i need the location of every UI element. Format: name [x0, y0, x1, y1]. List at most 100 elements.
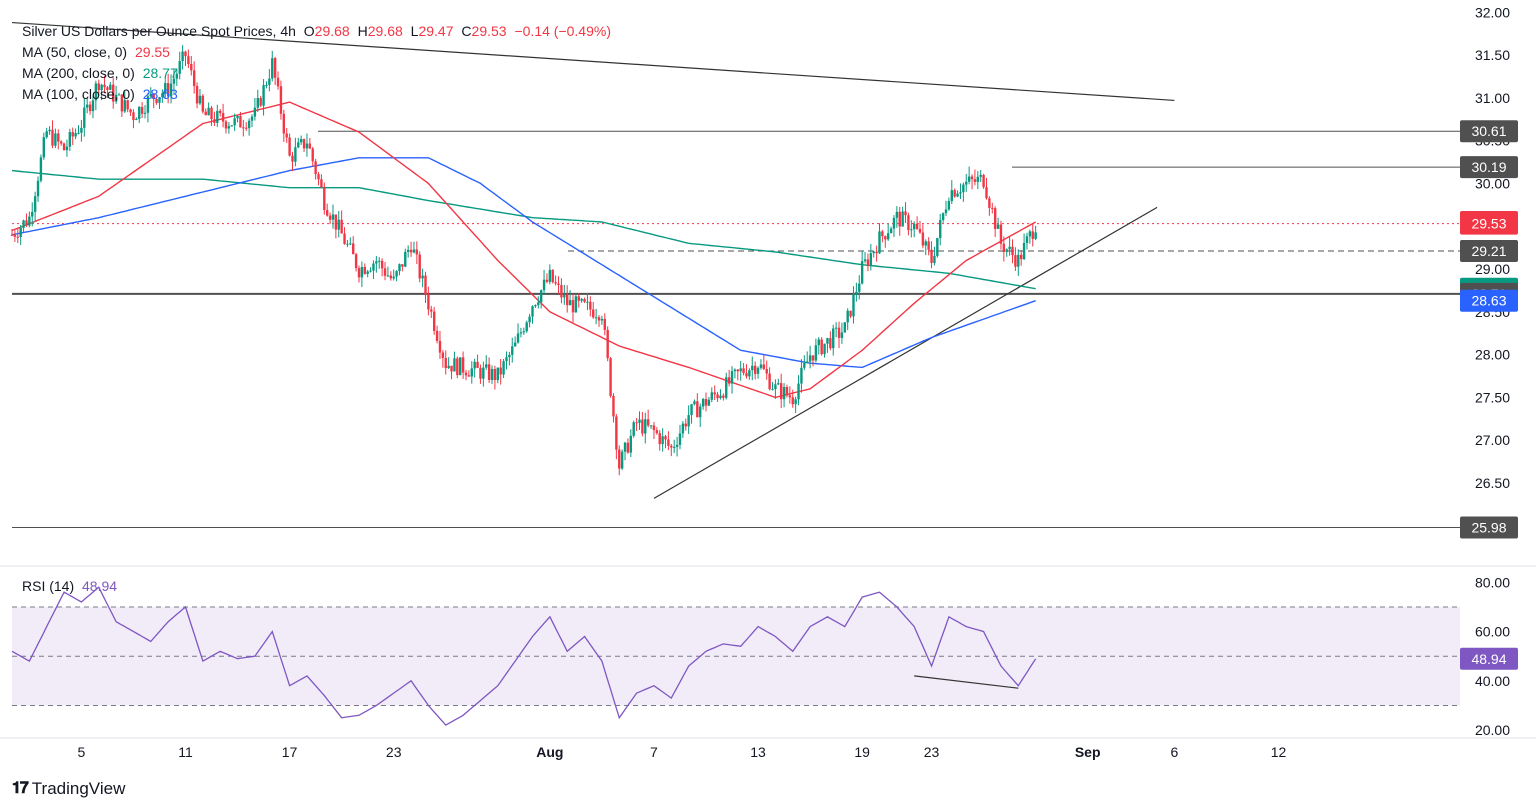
candle-body — [687, 415, 690, 427]
candle-body — [502, 361, 505, 375]
candle-body — [470, 368, 473, 377]
candle-body — [999, 224, 1003, 244]
candle-body — [875, 251, 878, 254]
candle-body — [320, 179, 323, 188]
rsi-divergence-line[interactable] — [914, 675, 1019, 689]
candle-body — [803, 363, 806, 368]
candle-body — [404, 251, 407, 267]
candle-body — [1005, 249, 1008, 253]
candle-body — [618, 449, 621, 469]
candle-body — [447, 365, 450, 369]
candle-body — [259, 98, 262, 106]
ma100-label: MA (100, close, 0) — [22, 86, 135, 102]
candle-body — [380, 260, 384, 269]
candle-body — [560, 284, 563, 298]
candle-body — [314, 161, 317, 175]
candle-body — [187, 56, 190, 65]
candle-body — [644, 419, 647, 434]
candle-body — [658, 433, 661, 445]
candle-body — [542, 279, 546, 291]
candle-body — [291, 155, 294, 162]
close-label: C — [461, 23, 472, 39]
candle-body — [392, 276, 395, 279]
candle-body — [62, 143, 66, 151]
candle-body — [800, 367, 803, 384]
candle-body — [496, 367, 499, 381]
rsi-axis-tick: 40.00 — [1475, 673, 1510, 689]
candle-body — [97, 83, 100, 91]
candle-body — [412, 249, 416, 253]
candle-body — [878, 231, 881, 254]
trendline-descending-resistance[interactable] — [11, 21, 1175, 102]
candle-body — [973, 179, 977, 182]
candle-body — [632, 422, 635, 436]
candle-body — [143, 112, 147, 114]
candle-body — [279, 86, 283, 114]
candle-body — [317, 174, 320, 180]
candle-body — [505, 357, 508, 362]
candle-body — [762, 364, 766, 370]
candle-body — [88, 104, 92, 112]
rsi-legend[interactable]: RSI (14) 48.94 — [22, 577, 117, 595]
candle-body — [693, 401, 696, 405]
candle-body — [204, 111, 207, 116]
candle-body — [109, 84, 112, 90]
trendline-ascending-support[interactable] — [653, 206, 1158, 499]
low-value: 29.47 — [418, 23, 454, 39]
candle-body — [100, 84, 103, 91]
candle-body — [623, 442, 627, 452]
candle-body — [528, 316, 531, 323]
ma100-legend[interactable]: MA (100, close, 0) 28.63 — [22, 85, 178, 103]
candle-body — [991, 207, 994, 209]
candle-body — [918, 228, 922, 233]
candle-body — [103, 84, 106, 88]
candle-body — [435, 330, 439, 341]
candle-body — [398, 264, 401, 272]
candle-body — [571, 300, 575, 313]
candle-body — [701, 398, 705, 407]
candle-body — [1014, 255, 1017, 267]
symbol-title: Silver US Dollars per Ounce Spot Prices,… — [22, 23, 296, 39]
candle-body — [907, 215, 910, 231]
ma200-legend[interactable]: MA (200, close, 0) 28.77 — [22, 64, 178, 82]
candle-body — [785, 387, 789, 396]
candle-body — [357, 268, 361, 278]
candle-body — [508, 354, 511, 358]
candle-body — [557, 283, 560, 285]
candle-body — [230, 125, 233, 127]
candle-body — [282, 113, 286, 134]
candle-body — [965, 181, 968, 185]
candle-body — [152, 93, 155, 100]
candle-body — [169, 83, 173, 97]
candle-body — [771, 389, 774, 391]
candle-body — [768, 373, 771, 390]
open-value: 29.68 — [314, 23, 350, 39]
candle-body — [869, 253, 873, 266]
candle-body — [33, 196, 37, 212]
candle-body — [334, 214, 338, 230]
candle-body — [135, 118, 138, 121]
candle-body — [378, 260, 381, 262]
candle-body — [753, 365, 757, 374]
candle-body — [325, 209, 329, 216]
ma200-line — [11, 169, 1036, 290]
candle-body — [872, 251, 875, 254]
candle-body — [181, 51, 184, 62]
price-axis-tick: 27.00 — [1475, 432, 1510, 448]
candle-body — [829, 338, 832, 349]
candle-body — [120, 94, 124, 112]
candle-body — [959, 192, 962, 194]
candle-body — [77, 132, 80, 134]
candle-body — [649, 425, 653, 427]
tradingview-logo[interactable]: 𝟏𝟕 TradingView — [12, 779, 125, 799]
candle-body — [779, 383, 783, 400]
candle-body — [302, 139, 306, 149]
candle-body — [531, 306, 534, 317]
candle-body — [646, 419, 650, 426]
candle-body — [242, 127, 245, 129]
candle-body — [375, 261, 378, 264]
candle-body — [305, 143, 309, 149]
ma50-legend[interactable]: MA (50, close, 0) 29.55 — [22, 43, 170, 61]
candle-body — [921, 232, 925, 246]
